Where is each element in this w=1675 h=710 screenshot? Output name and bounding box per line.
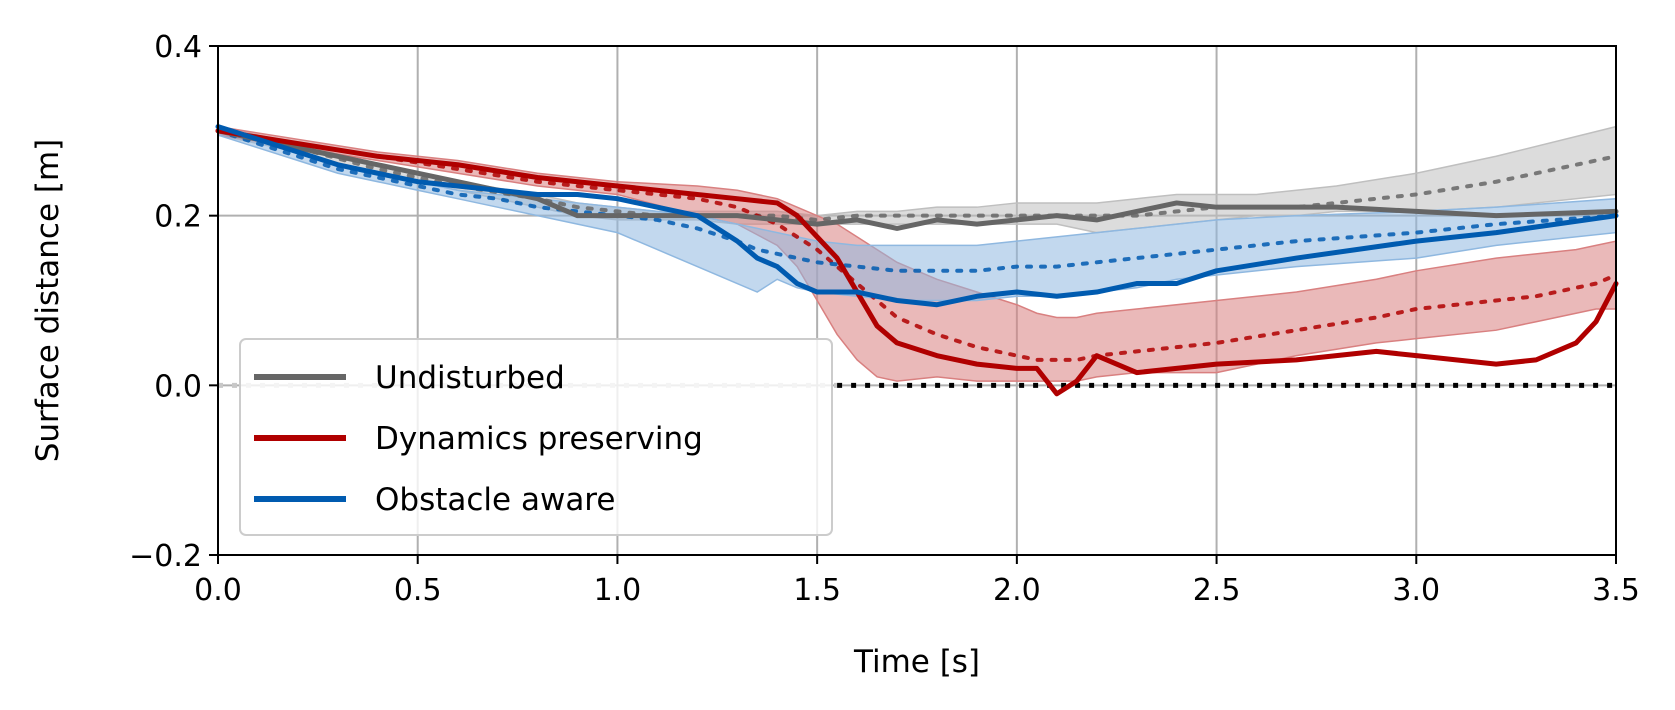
x-tick-label-1: 0.5 xyxy=(394,573,442,608)
x-tick-label-6: 3.0 xyxy=(1392,573,1440,608)
legend: Undisturbed Dynamics preserving Obstacle… xyxy=(239,338,833,536)
axis-ticks: 0.0 0.5 1.0 1.5 2.0 2.5 3.0 3.5−0.20.00.20.4 xyxy=(129,30,1640,608)
legend-label-dynamics-preserving: Dynamics preserving xyxy=(375,421,703,457)
x-tick-label-3: 1.5 xyxy=(793,573,841,608)
legend-box xyxy=(239,338,833,536)
x-tick-label-0: 0.0 xyxy=(194,573,242,608)
x-tick-label-7: 3.5 xyxy=(1592,573,1640,608)
y-tick-label-1: 0.0 xyxy=(154,369,202,404)
y-axis-label: Surface distance [m] xyxy=(30,139,66,463)
mean-line-dynamics-preserving xyxy=(216,128,1618,362)
y-tick-label-3: 0.4 xyxy=(154,30,202,65)
legend-label-obstacle-aware: Obstacle aware xyxy=(375,482,615,518)
series-line-dynamics-preserving xyxy=(215,128,1619,397)
y-tick-label-0: −0.2 xyxy=(129,539,202,574)
series-lines xyxy=(215,124,1619,397)
y-tick-label-2: 0.2 xyxy=(154,200,202,235)
plot-frame xyxy=(217,45,1617,556)
series-line-undisturbed xyxy=(215,128,1619,231)
x-tick-label-4: 2.0 xyxy=(993,573,1041,608)
series-line-obstacle-aware xyxy=(215,124,1619,308)
x-tick-label-2: 1.0 xyxy=(594,573,642,608)
x-tick-label-5: 2.5 xyxy=(1193,573,1241,608)
mean-line-obstacle-aware xyxy=(216,128,1618,273)
x-axis-label: Time [s] xyxy=(853,644,980,680)
legend-label-undisturbed: Undisturbed xyxy=(375,360,565,396)
